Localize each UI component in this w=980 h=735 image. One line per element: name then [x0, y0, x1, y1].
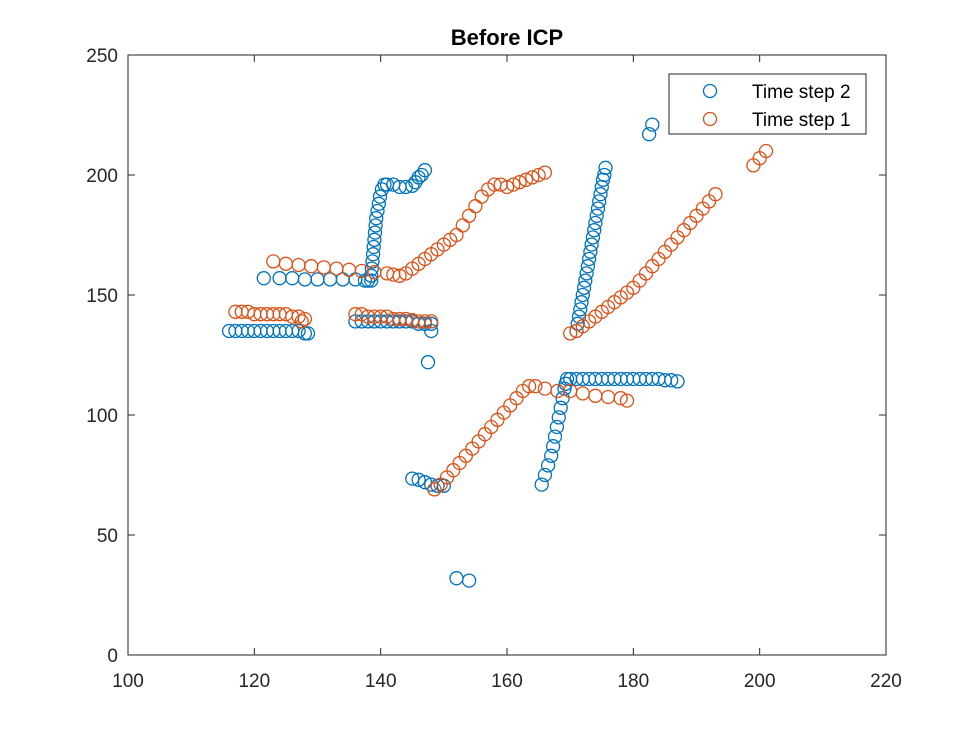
data-point	[370, 203, 385, 219]
y-tick-label: 150	[86, 286, 118, 307]
data-point	[531, 167, 546, 183]
data-point	[576, 280, 592, 295]
data-point	[597, 167, 612, 183]
x-tick-label: 160	[491, 671, 523, 692]
data-point	[553, 400, 568, 415]
data-point	[297, 311, 313, 327]
y-axis: 0 50 100 150 200 250	[86, 46, 886, 667]
data-point	[534, 477, 549, 492]
data-point	[367, 232, 382, 247]
y-tick-label: 250	[86, 46, 118, 67]
x-tick-label: 140	[365, 671, 397, 692]
data-point	[545, 439, 561, 454]
data-point	[583, 244, 598, 259]
data-point	[256, 271, 271, 286]
data-point	[414, 167, 429, 183]
legend: Time step 2 Time step 1	[668, 73, 867, 135]
legend-label-time-step-2: Time step 2	[752, 82, 851, 103]
data-point	[549, 419, 565, 435]
data-point	[499, 179, 515, 195]
legend-marker-time-step-2	[702, 83, 718, 99]
data-point	[670, 374, 685, 389]
chart-title: Before ICP	[451, 25, 563, 50]
data-point	[367, 225, 383, 240]
data-point	[641, 127, 657, 142]
data-point	[664, 373, 679, 388]
data-point	[575, 287, 590, 303]
y-tick-label: 0	[107, 646, 118, 667]
data-point	[758, 143, 774, 159]
data-point	[398, 179, 414, 195]
data-point	[294, 314, 309, 329]
data-point	[645, 117, 660, 132]
data-point	[411, 472, 426, 487]
data-point	[506, 177, 521, 192]
data-point	[563, 326, 578, 341]
data-point	[585, 230, 601, 245]
data-point	[369, 211, 384, 226]
data-point	[291, 323, 306, 339]
x-tick-label: 220	[870, 671, 902, 692]
data-point	[598, 160, 613, 175]
data-point	[420, 355, 436, 370]
data-point	[417, 314, 433, 329]
data-point	[537, 165, 553, 180]
y-tick-label: 50	[97, 526, 118, 547]
x-tick-label: 120	[238, 671, 270, 692]
data-point	[365, 247, 381, 262]
data-point	[574, 295, 589, 310]
data-point	[364, 268, 379, 283]
data-point	[592, 194, 607, 209]
data-point	[366, 239, 381, 255]
data-point	[392, 268, 407, 283]
data-point	[578, 273, 593, 288]
data-point	[579, 266, 594, 281]
x-tick-label: 200	[744, 671, 776, 692]
data-point	[551, 410, 566, 425]
data-point	[584, 237, 599, 252]
y-tick-label: 200	[86, 166, 118, 187]
data-point	[593, 187, 608, 202]
data-point	[364, 273, 379, 288]
x-tick-label: 100	[112, 671, 144, 692]
data-point	[708, 187, 723, 202]
data-point	[521, 379, 537, 394]
data-point	[613, 391, 628, 406]
data-point	[619, 393, 635, 408]
series-time-step-1	[228, 143, 774, 497]
data-point	[588, 215, 603, 231]
data-point	[364, 261, 379, 276]
data-point	[547, 429, 563, 444]
data-point	[365, 254, 380, 269]
data-point	[371, 196, 386, 211]
data-point	[512, 175, 527, 190]
data-point	[525, 170, 540, 185]
data-point	[573, 302, 588, 317]
data-point	[518, 172, 534, 187]
x-tick-label: 180	[617, 671, 649, 692]
legend-marker-time-step-1	[702, 111, 718, 127]
legend-label-time-step-1: Time step 1	[752, 110, 851, 131]
data-point	[581, 251, 597, 267]
data-point	[590, 201, 606, 216]
data-point	[300, 326, 316, 341]
data-point	[587, 223, 602, 238]
data-point	[368, 218, 383, 233]
data-point	[424, 314, 439, 329]
data-point	[555, 391, 570, 406]
data-point	[544, 448, 559, 463]
data-point	[580, 259, 596, 274]
data-point	[528, 379, 543, 394]
data-point	[417, 163, 433, 178]
data-point	[537, 467, 553, 483]
data-point	[589, 208, 604, 223]
x-axis: 100 120 140 160 180 200 220	[112, 55, 902, 692]
data-point	[461, 573, 477, 588]
y-tick-label: 100	[86, 406, 118, 427]
legend-box	[668, 73, 867, 135]
data-point	[540, 458, 556, 473]
markers-layer	[221, 117, 774, 588]
